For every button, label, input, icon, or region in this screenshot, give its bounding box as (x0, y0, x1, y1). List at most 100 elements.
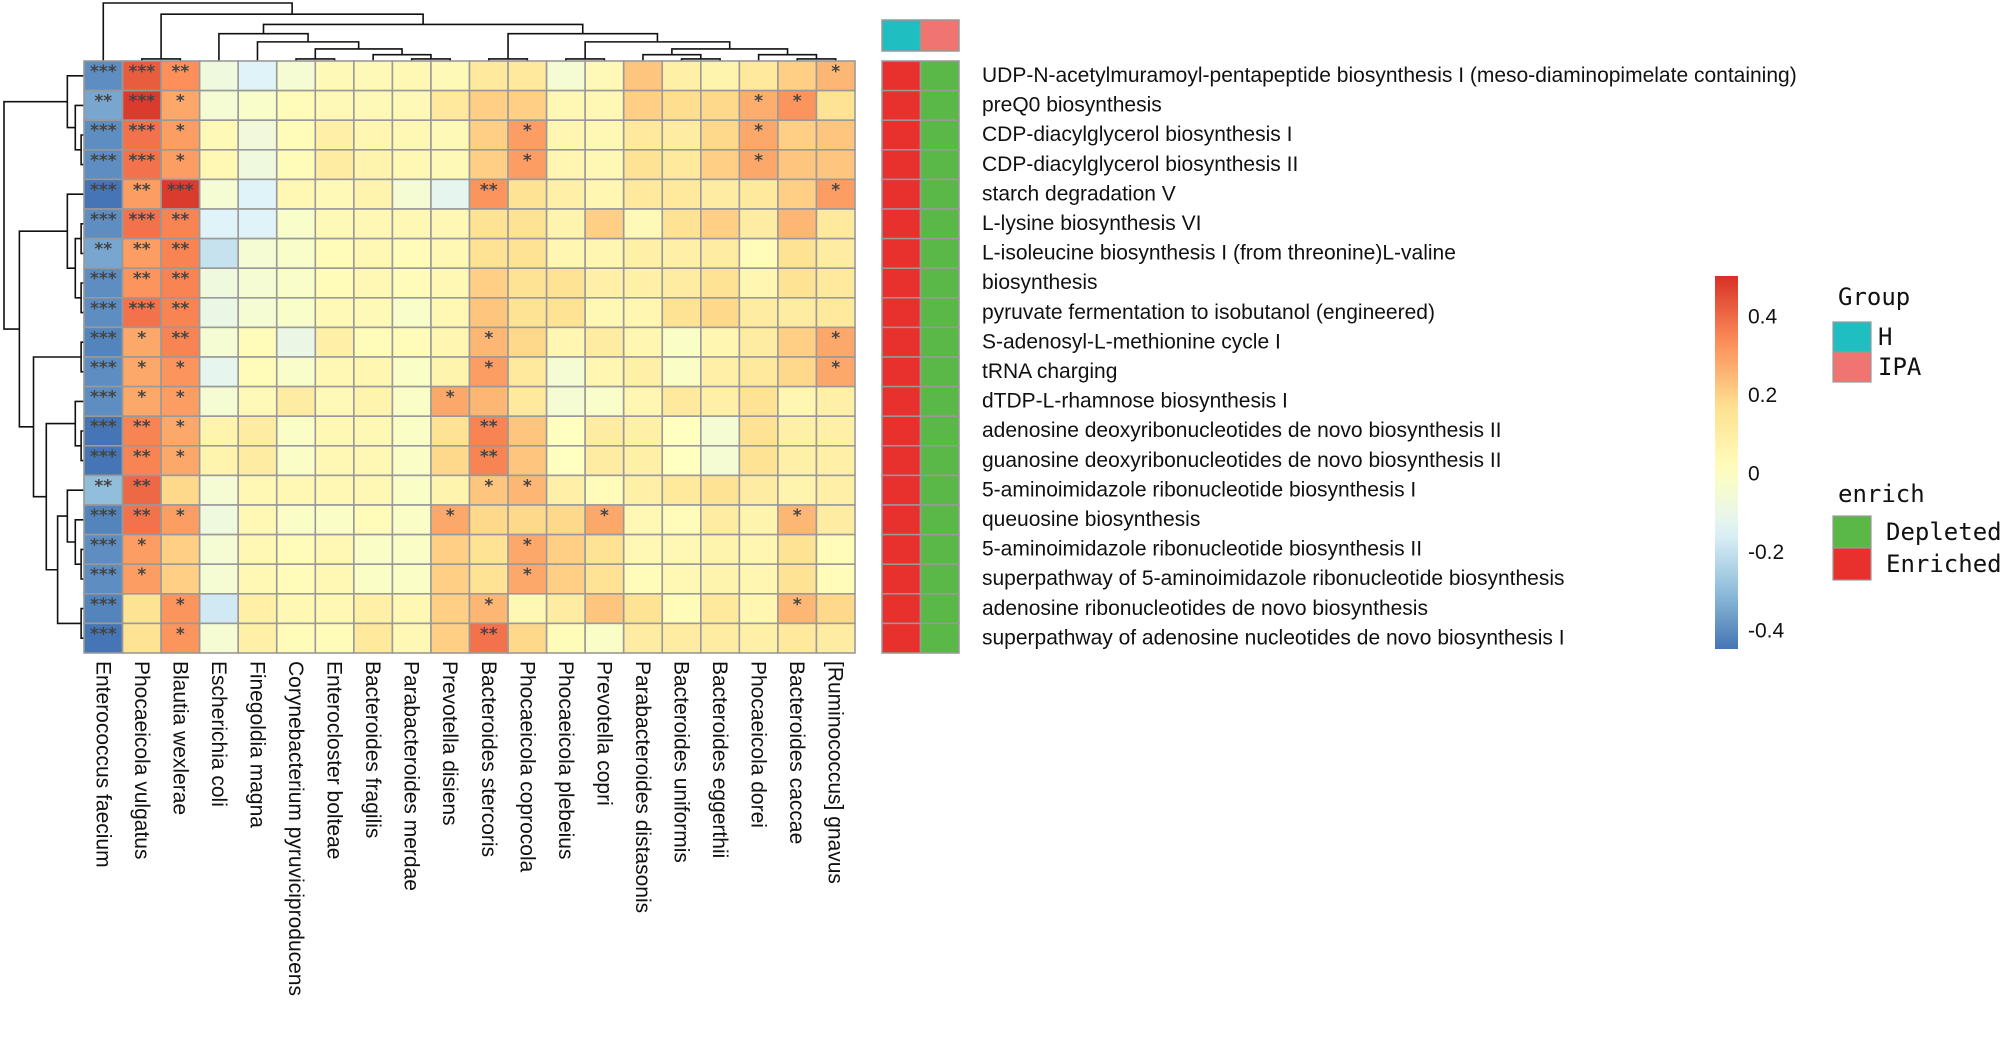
heatmap-cell (777, 592, 818, 625)
heatmap-cell (275, 563, 317, 595)
dendrogram-branch (507, 32, 659, 59)
significance-mark: * (793, 595, 802, 615)
heatmap-cell (584, 474, 625, 506)
heatmap-cell (661, 474, 702, 506)
heatmap-cell (661, 356, 702, 388)
enrich-annotation-cell (919, 445, 960, 477)
enrich-annotation-cell (919, 593, 960, 625)
heatmap-cell (545, 563, 586, 595)
enrich-annotation-cell (881, 474, 922, 506)
heatmap-cell (507, 119, 548, 151)
significance-mark: ** (171, 240, 189, 260)
column-label: Phocaeicola vulgatus (130, 661, 153, 859)
row-label: UDP-N-acetylmuramoyl-pentapeptide biosyn… (982, 64, 1797, 87)
enrich-annotation-cell (881, 267, 922, 299)
heatmap-cell (622, 89, 664, 121)
heatmap-cell (815, 592, 856, 625)
heatmap-cells: *** *** ** *** *** * * **** *** * * **** *** * * **** **… (83, 60, 856, 654)
heatmap-cell (699, 326, 741, 358)
heatmap-cell (738, 178, 779, 210)
heatmap-cell (584, 119, 625, 151)
heatmap-cell (661, 415, 702, 447)
significance-mark: * (831, 328, 840, 348)
heatmap-cell (160, 415, 201, 447)
heatmap-cell (699, 89, 741, 121)
significance-mark: ** (133, 417, 151, 437)
heatmap-cell (777, 444, 818, 477)
significance-mark: *** (90, 447, 117, 467)
heatmap-cell (468, 208, 509, 240)
heatmap-cell (777, 178, 818, 210)
enrich-annotation-cell (881, 504, 922, 536)
heatmap-cell (584, 60, 625, 92)
row-label: L-isoleucine biosynthesis I (from threon… (982, 242, 1456, 265)
column-label: Finegoldia magna (245, 661, 268, 828)
heatmap-cell (314, 237, 355, 270)
row-label: queuosine biosynthesis (982, 508, 1200, 531)
significance-mark: ** (94, 476, 112, 496)
heatmap-cell (430, 208, 471, 240)
dendrogram-branch (66, 193, 84, 269)
heatmap-cell (391, 592, 432, 625)
heatmap-cell (507, 444, 548, 477)
heatmap-cell (198, 415, 239, 447)
heatmap-cell (622, 60, 664, 92)
heatmap-cell (661, 533, 702, 565)
heatmap-cell (314, 89, 355, 121)
heatmap-cell (545, 415, 586, 447)
heatmap-cell (353, 385, 394, 418)
significance-mark: * (523, 151, 532, 171)
heatmap-cell (121, 622, 162, 654)
dendrogram-branch (56, 515, 82, 625)
enrich-annotation-cell (919, 563, 960, 595)
significance-mark: * (137, 565, 146, 585)
heatmap-cell (275, 149, 317, 181)
heatmap-cell (738, 622, 779, 654)
significance-mark: *** (128, 299, 155, 319)
heatmap-cell (275, 385, 317, 418)
row-label: adenosine ribonucleotides de novo biosyn… (982, 597, 1428, 620)
heatmap-cell (777, 385, 818, 418)
heatmap-cell (430, 474, 471, 506)
heatmap-cell (314, 267, 355, 299)
heatmap-cell (468, 563, 509, 595)
heatmap-cell (353, 326, 394, 358)
heatmap-cell (237, 60, 278, 92)
heatmap-cell (353, 356, 394, 388)
heatmap-cell (815, 296, 856, 329)
significance-mark: ** (171, 299, 189, 319)
column-label: Bacteroides fragilis (361, 661, 384, 838)
dendrogram-branch (642, 53, 702, 61)
heatmap-cell (314, 356, 355, 388)
heatmap-cell (198, 178, 239, 210)
heatmap-cell (815, 119, 856, 151)
heatmap-cell (738, 504, 779, 536)
heatmap-cell (237, 563, 278, 595)
heatmap-cell (507, 208, 548, 240)
heatmap-cell (237, 149, 278, 181)
heatmap-cell (468, 296, 509, 329)
heatmap-cell (777, 533, 818, 565)
heatmap-cell (353, 415, 394, 447)
row-label: CDP-diacylglycerol biosynthesis II (982, 153, 1298, 176)
heatmap-cell (815, 385, 856, 418)
heatmap-cell (83, 622, 124, 654)
heatmap-cell (622, 119, 664, 151)
significance-mark: *** (128, 210, 155, 230)
significance-mark: * (523, 476, 532, 496)
heatmap-cell (661, 119, 702, 151)
group-legend-swatch (1832, 351, 1872, 383)
heatmap-cell (83, 356, 124, 388)
heatmap-cell (507, 326, 548, 358)
heatmap-cell (275, 267, 317, 299)
heatmap-cell (777, 237, 818, 270)
significance-mark: *** (167, 180, 194, 200)
significance-mark: *** (90, 328, 117, 348)
dendrogram-branch (74, 104, 84, 151)
enrich-annotation-cell (919, 89, 960, 121)
heatmap-cell (237, 208, 278, 240)
heatmap-cell (738, 326, 779, 358)
row-label: L-lysine biosynthesis VI (982, 212, 1201, 235)
heatmap-cell (661, 444, 702, 477)
